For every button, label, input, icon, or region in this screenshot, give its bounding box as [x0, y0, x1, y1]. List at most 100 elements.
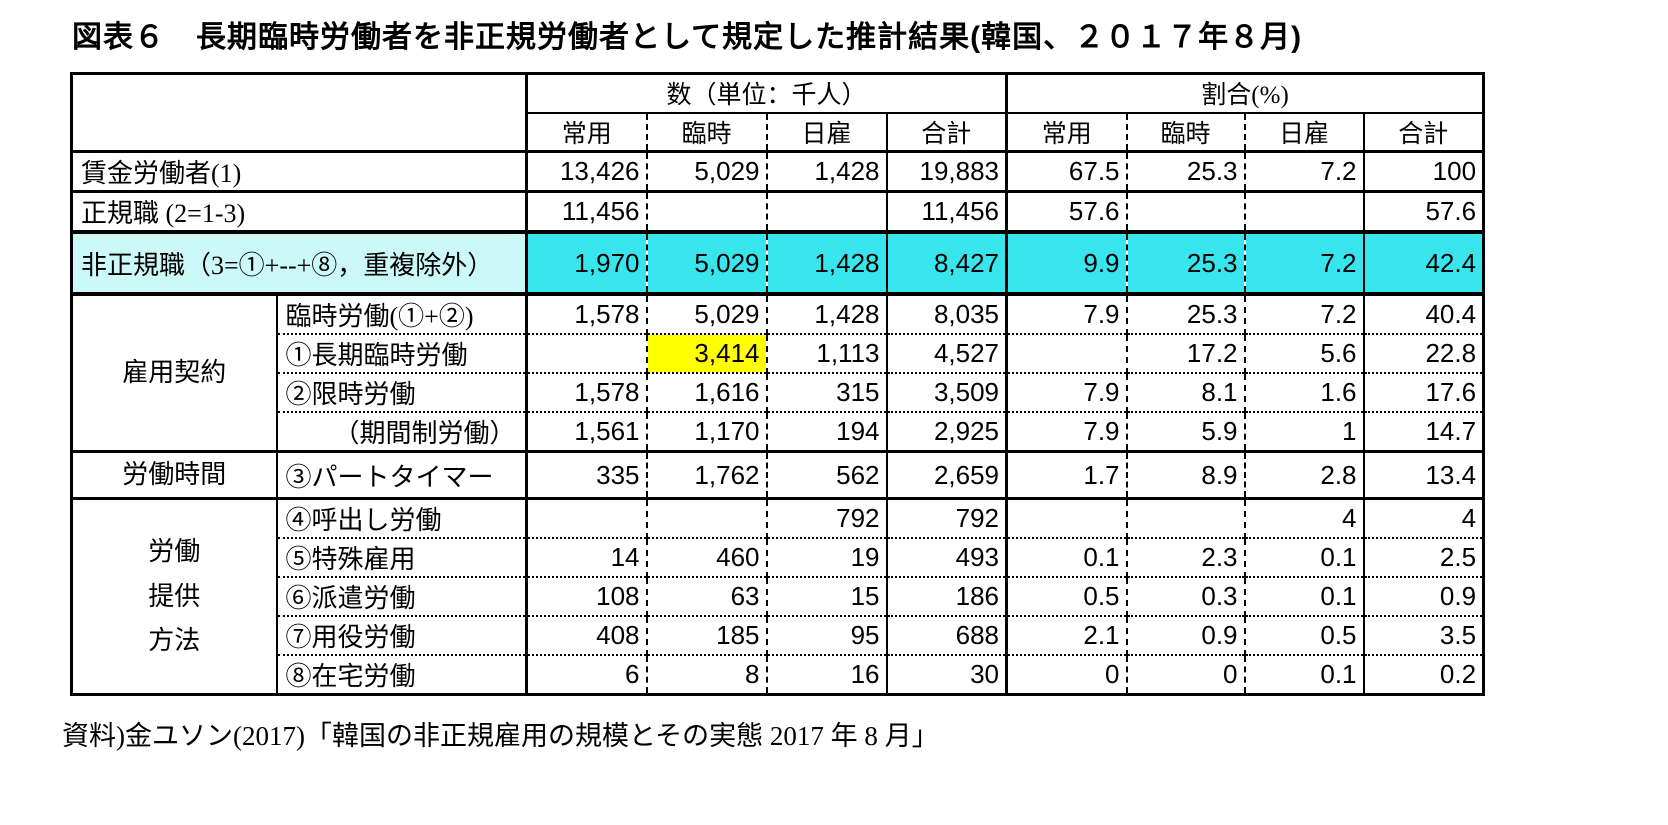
data-cell: 0.9	[1363, 576, 1484, 617]
data-cell: 0.1	[1244, 654, 1365, 695]
data-cell: 1,113	[766, 333, 888, 373]
corner-cell	[71, 73, 528, 153]
data-cell: 1.7	[1006, 449, 1128, 499]
row-label: ③パートタイマー	[276, 449, 528, 499]
data-cell	[526, 333, 648, 373]
data-cell: 1,970	[526, 230, 648, 296]
data-cell: 11,456	[886, 190, 1009, 232]
data-cell	[766, 190, 888, 232]
data-cell: 42.4	[1363, 230, 1484, 296]
data-cell: 5.6	[1244, 333, 1365, 373]
data-cell: 186	[886, 576, 1009, 617]
data-cell: 562	[766, 449, 888, 499]
data-cell: 7.2	[1244, 292, 1365, 334]
row-label: 臨時労働(①+②)	[276, 292, 528, 334]
data-cell: 57.6	[1006, 190, 1128, 232]
data-cell: 8,427	[886, 230, 1009, 296]
data-cell: 2,659	[886, 449, 1009, 499]
data-cell: 108	[526, 576, 648, 617]
data-cell: 13,426	[526, 151, 648, 192]
page-title: 図表６ 長期臨時労働者を非正規労働者として規定した推計結果(韓国、２０１７年８月…	[72, 21, 1303, 54]
sub-header-row: 常用 臨時 日雇 合計 常用 臨時 日雇 合計	[72, 112, 1484, 153]
row-label: （期間制労働）	[276, 411, 528, 452]
data-cell: 460	[646, 537, 768, 578]
column-header: 常用	[1006, 112, 1128, 153]
data-cell: 25.3	[1126, 292, 1246, 334]
table-row: 労働 提供 方法 ④呼出し労働 792 792 4 4	[71, 497, 1484, 695]
data-cell: 11,456	[526, 190, 648, 232]
column-header: 日雇	[1244, 112, 1365, 153]
data-cell: 2,925	[886, 411, 1009, 452]
row-label: 正規職 (2=1-3)	[71, 190, 528, 232]
section-label: 労働 提供 方法	[71, 497, 278, 695]
data-cell	[1006, 333, 1128, 373]
data-cell: 7.9	[1006, 411, 1128, 452]
data-cell: 7.2	[1244, 230, 1365, 296]
data-cell: 2.3	[1126, 537, 1246, 578]
table-row: ⑥派遣労働 108 63 15 186 0.5 0.3 0.1 0.9	[72, 576, 1484, 617]
data-cell: 0.1	[1006, 537, 1128, 578]
table-row: （期間制労働） 1,561 1,170 194 2,925 7.9 5.9 1 14.7	[72, 411, 1484, 452]
column-header: 合計	[886, 112, 1009, 153]
data-cell: 5,029	[646, 230, 768, 296]
data-cell	[526, 497, 648, 539]
data-cell: 5,029	[646, 292, 768, 334]
data-cell: 19	[766, 537, 888, 578]
data-cell: 8.9	[1126, 449, 1246, 499]
data-cell: 335	[526, 449, 648, 499]
data-cell: 16	[766, 654, 888, 695]
data-cell: 1,578	[526, 292, 648, 334]
data-cell: 185	[646, 615, 768, 656]
row-label: ⑤特殊雇用	[276, 537, 528, 578]
data-cell: 0	[1006, 654, 1128, 695]
data-cell: 95	[766, 615, 888, 656]
data-cell: 13.4	[1363, 449, 1484, 499]
data-cell	[646, 190, 768, 232]
data-cell: 0.1	[1244, 537, 1365, 578]
data-cell: 6	[526, 654, 648, 695]
column-header: 常用	[526, 112, 648, 153]
data-cell: 194	[766, 411, 888, 452]
table-header: 数（単位：千人） 割合(%) 常用 臨時 日雇 合計 常用 臨時 日雇 合計	[71, 73, 1484, 153]
data-cell: 14	[526, 537, 648, 578]
data-cell: 17.6	[1363, 372, 1484, 412]
col-group-count: 数（単位：千人）	[526, 73, 1009, 114]
data-cell: 3.5	[1363, 615, 1484, 656]
data-cell: 4,527	[886, 333, 1009, 373]
data-cell: 1,170	[646, 411, 768, 452]
table-row: ⑤特殊雇用 14 460 19 493 0.1 2.3 0.1 2.5	[72, 537, 1484, 578]
row-label: 非正規職（3=①+--+⑧，重複除外）	[71, 230, 528, 296]
data-cell: 408	[526, 615, 648, 656]
data-cell: 4	[1244, 497, 1365, 539]
data-cell: 1,428	[766, 230, 888, 296]
data-cell: 1,428	[766, 151, 888, 192]
data-cell: 1,762	[646, 449, 768, 499]
data-cell: 2.8	[1244, 449, 1365, 499]
data-cell: 1,561	[526, 411, 648, 452]
data-cell: 8.1	[1126, 372, 1246, 412]
data-cell: 57.6	[1363, 190, 1484, 232]
source-note: 資料)金ユソン(2017)「韓国の非正規雇用の規模とその実態 2017 年 8 …	[62, 721, 939, 752]
table-row: ⑧在宅労働 6 8 16 30 0 0 0.1 0.2	[72, 654, 1484, 695]
data-cell: 7.9	[1006, 372, 1128, 412]
data-cell: 0.2	[1363, 654, 1484, 695]
table-row: 非正規職（3=①+--+⑧，重複除外） 1,970 5,029 1,428 8,427 9…	[71, 230, 1484, 296]
data-cell: 2.5	[1363, 537, 1484, 578]
data-cell	[646, 497, 768, 539]
data-cell: 100	[1432, 156, 1477, 186]
statistics-table: 数（単位：千人） 割合(%) 常用 臨時 日雇 合計 常用 臨時 日雇 合計 賃金労働者(1)…	[70, 72, 1486, 697]
data-cell: 315	[766, 372, 888, 412]
data-cell: 7.9	[1006, 292, 1128, 334]
data-cell	[1006, 497, 1128, 539]
data-cell: 17.2	[1126, 333, 1246, 373]
data-cell: 8	[646, 654, 768, 695]
data-cell: 63	[646, 576, 768, 617]
data-cell: 2.1	[1006, 615, 1128, 656]
data-cell: 9.9	[1006, 230, 1128, 296]
section-label: 雇用契約	[71, 292, 278, 452]
data-cell: 0.9	[1126, 615, 1246, 656]
column-header: 合計	[1363, 112, 1484, 153]
table-row: ⑦用役労働 408 185 95 688 2.1 0.9 0.5 3.5	[72, 615, 1484, 656]
data-cell: 688	[886, 615, 1009, 656]
data-cell: 1.6	[1244, 372, 1365, 412]
